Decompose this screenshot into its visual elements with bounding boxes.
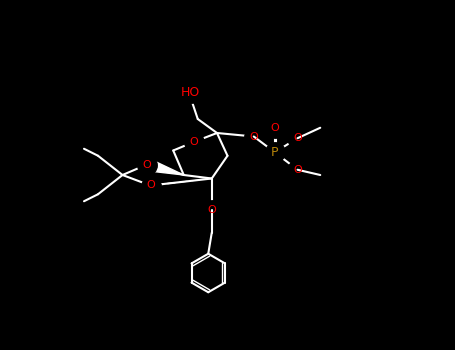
Text: O: O bbox=[142, 160, 152, 169]
Text: O: O bbox=[270, 123, 279, 133]
Text: O: O bbox=[293, 165, 302, 175]
Text: HO: HO bbox=[181, 86, 200, 99]
Text: P: P bbox=[271, 146, 278, 159]
Text: O: O bbox=[190, 137, 199, 147]
Text: O: O bbox=[249, 132, 258, 141]
Text: O: O bbox=[146, 181, 155, 190]
Polygon shape bbox=[145, 159, 184, 175]
Text: O: O bbox=[207, 205, 216, 215]
Text: O: O bbox=[293, 133, 302, 143]
